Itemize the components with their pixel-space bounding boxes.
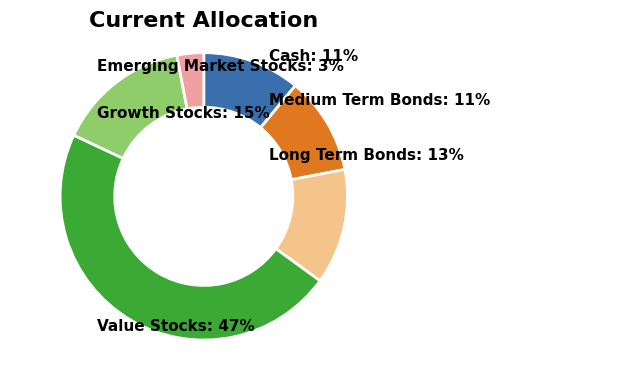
Wedge shape: [60, 135, 320, 340]
Wedge shape: [261, 86, 345, 180]
Text: Value Stocks: 47%: Value Stocks: 47%: [97, 319, 255, 334]
Text: Emerging Market Stocks: 3%: Emerging Market Stocks: 3%: [97, 58, 344, 74]
Text: Cash: 11%: Cash: 11%: [270, 49, 359, 64]
Text: Medium Term Bonds: 11%: Medium Term Bonds: 11%: [270, 94, 490, 108]
Title: Current Allocation: Current Allocation: [89, 11, 319, 31]
Text: Long Term Bonds: 13%: Long Term Bonds: 13%: [270, 147, 464, 163]
Wedge shape: [204, 53, 295, 128]
Wedge shape: [74, 55, 187, 159]
Wedge shape: [177, 53, 204, 109]
Text: Growth Stocks: 15%: Growth Stocks: 15%: [97, 106, 270, 121]
Wedge shape: [276, 169, 347, 281]
